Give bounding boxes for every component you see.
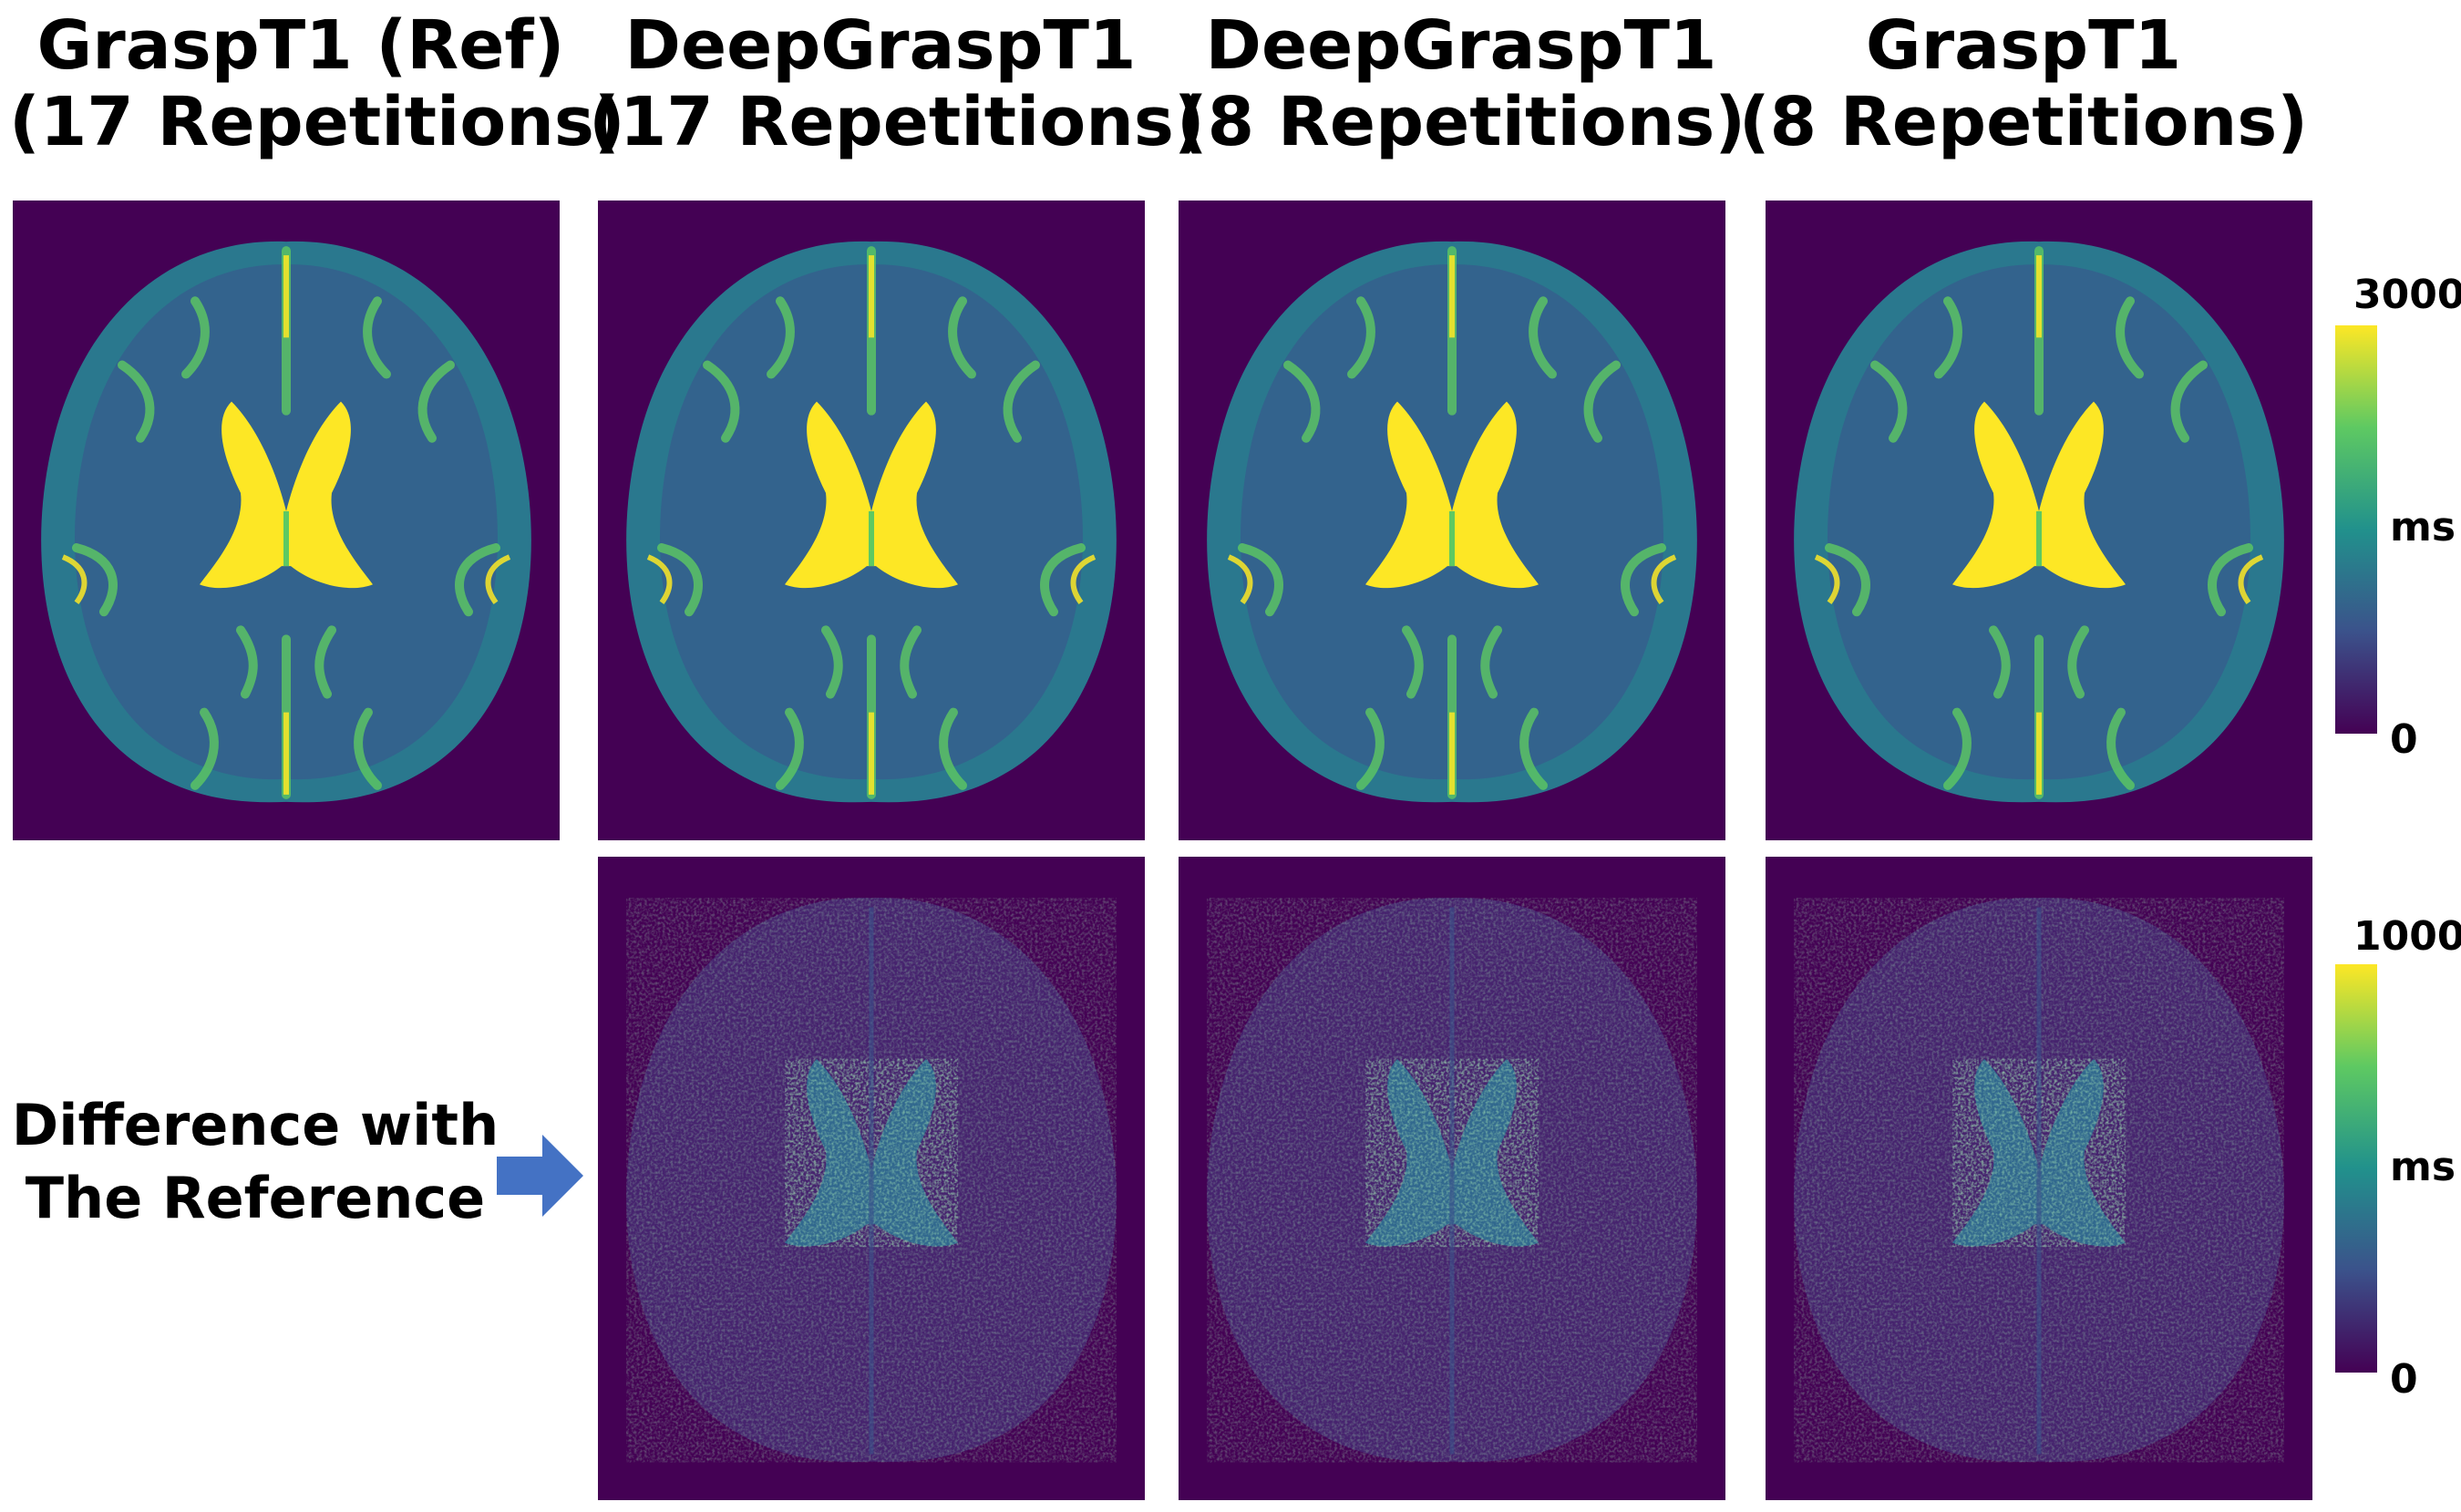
diff-map-deepgrasp-8 [1179, 857, 1725, 1500]
column-title-line1: DeepGraspT1 [1205, 6, 1717, 85]
column-title-line2: (8 Repetitions) [1176, 83, 1746, 161]
colorbar-t1-unit-label: ms [2390, 504, 2456, 550]
t1-map-deepgrasp-17 [598, 201, 1145, 840]
t1-map-grasp-8 [1766, 201, 2312, 840]
column-title-line2: (8 Repetitions) [1738, 83, 2309, 161]
t1-map-deepgrasp-8 [1179, 201, 1725, 840]
colorbar-diff-max-label: 1000 [2353, 913, 2461, 960]
column-title-grasp-8: GraspT1 (8 Repetitions) [1732, 7, 2315, 160]
colorbar-diff-unit-label: ms [2390, 1144, 2456, 1190]
t1-map-ref [13, 201, 560, 840]
column-title-ref: GraspT1 (Ref) (17 Repetitions) [9, 6, 625, 161]
diff-map-deepgrasp-17 [598, 857, 1145, 1500]
colorbar-t1 [2335, 325, 2377, 734]
column-title-line1: GraspT1 [1865, 6, 2182, 85]
column-title-line2: (17 Repetitions) [589, 83, 1205, 161]
diff-map-grasp-8 [1766, 857, 2312, 1500]
column-title-line1: DeepGraspT1 [624, 6, 1137, 85]
column-title-line1: GraspT1 (Ref) [36, 6, 565, 85]
colorbar-t1-min-label: 0 [2390, 716, 2418, 763]
row-label-line1: Difference with [11, 1092, 499, 1158]
colorbar-diff-min-label: 0 [2390, 1356, 2418, 1403]
column-title-line2: (17 Repetitions) [9, 83, 625, 161]
right-arrow-icon [497, 1135, 583, 1217]
row-label-difference: Difference with The Reference [9, 1089, 501, 1235]
colorbar-t1-max-label: 3000 [2353, 272, 2461, 318]
colorbar-difference [2335, 964, 2377, 1373]
column-title-deepgrasp-17: DeepGraspT1 (17 Repetitions) [589, 6, 1205, 161]
row-label-line2: The Reference [25, 1165, 486, 1231]
column-title-deepgrasp-8: DeepGraspT1 (8 Repetitions) [1169, 7, 1753, 160]
